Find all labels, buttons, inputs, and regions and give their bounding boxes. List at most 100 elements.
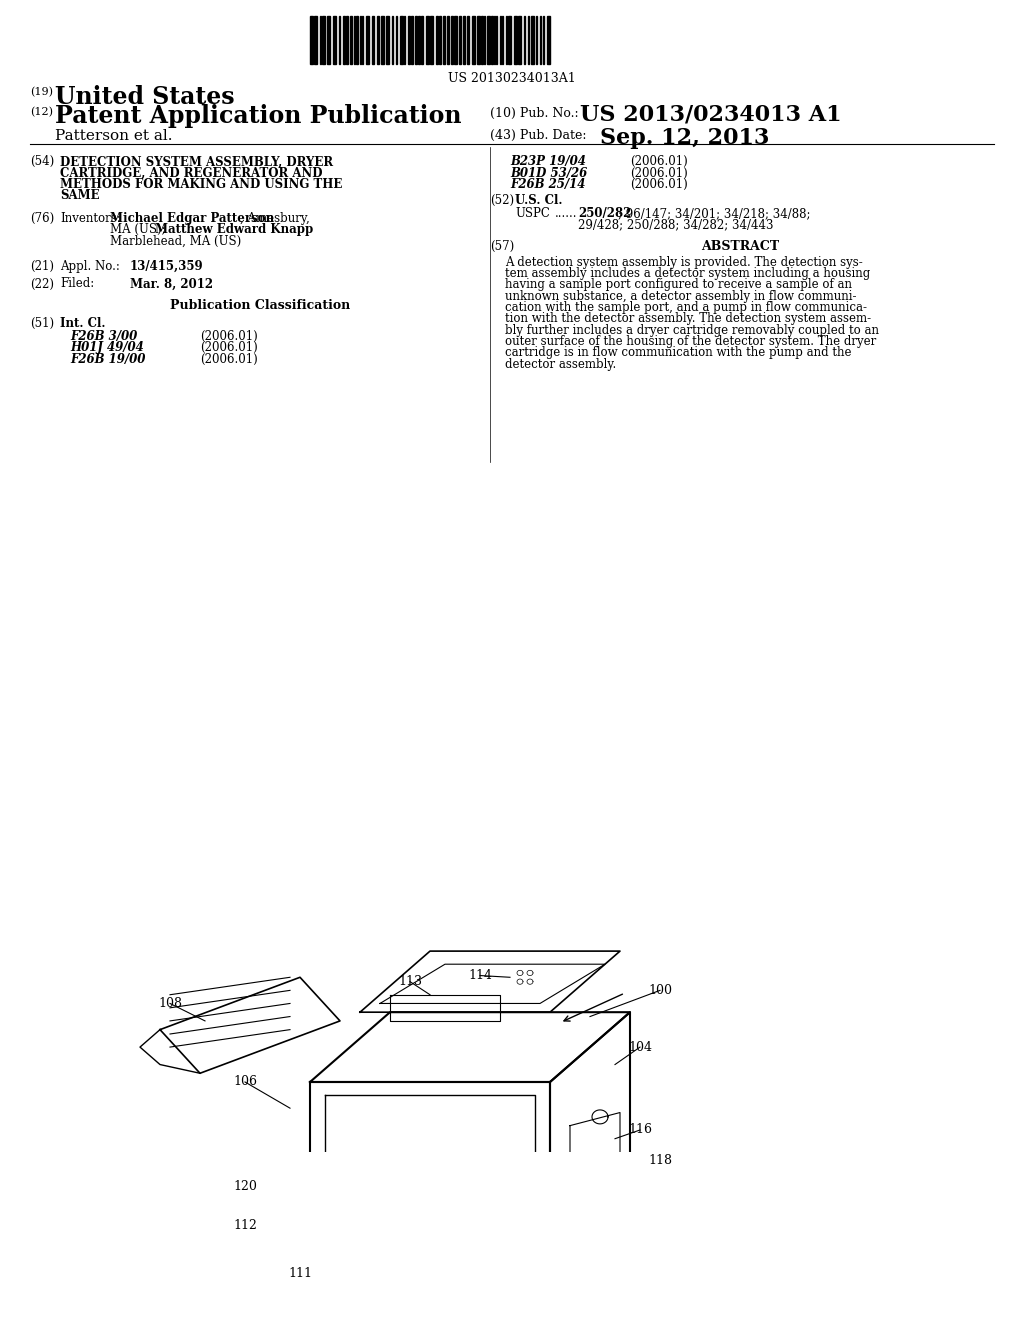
Text: having a sample port configured to receive a sample of an: having a sample port configured to recei… xyxy=(505,279,852,292)
Bar xyxy=(343,16,345,63)
Bar xyxy=(454,16,457,63)
Bar xyxy=(322,16,325,63)
Text: USPC: USPC xyxy=(515,207,550,220)
Bar xyxy=(436,16,438,63)
Bar xyxy=(377,16,379,63)
Text: Appl. No.:: Appl. No.: xyxy=(60,260,120,273)
Text: Publication Classification: Publication Classification xyxy=(170,300,350,313)
Bar xyxy=(508,16,511,63)
Text: (2006.01): (2006.01) xyxy=(630,166,688,180)
Bar xyxy=(314,16,317,63)
Bar xyxy=(400,16,403,63)
Text: (52): (52) xyxy=(490,194,514,207)
Bar xyxy=(421,16,423,63)
Text: F26B 25/14: F26B 25/14 xyxy=(510,178,586,191)
Bar xyxy=(430,16,433,63)
Bar xyxy=(327,16,330,63)
Bar xyxy=(411,16,413,63)
Bar xyxy=(490,16,493,63)
Text: outer surface of the housing of the detector system. The dryer: outer surface of the housing of the dete… xyxy=(505,335,877,348)
Bar xyxy=(408,16,410,63)
Text: United States: United States xyxy=(55,84,234,108)
Text: B23P 19/04: B23P 19/04 xyxy=(510,156,586,169)
Bar xyxy=(350,16,352,63)
Text: (2006.01): (2006.01) xyxy=(630,156,688,169)
Bar xyxy=(418,16,420,63)
Text: Patent Application Publication: Patent Application Publication xyxy=(55,104,462,128)
Bar xyxy=(381,16,384,63)
Bar xyxy=(451,16,453,63)
Text: H01J 49/04: H01J 49/04 xyxy=(70,341,143,354)
Bar xyxy=(333,16,336,63)
Text: CARTRIDGE, AND REGENERATOR AND: CARTRIDGE, AND REGENERATOR AND xyxy=(60,166,323,180)
Text: U.S. Cl.: U.S. Cl. xyxy=(515,194,562,207)
Bar xyxy=(415,16,417,63)
Text: (22): (22) xyxy=(30,277,54,290)
Text: (10) Pub. No.:: (10) Pub. No.: xyxy=(490,107,579,119)
Bar xyxy=(366,16,369,63)
Text: F26B 3/00: F26B 3/00 xyxy=(70,330,137,343)
Text: unknown substance, a detector assembly in flow communi-: unknown substance, a detector assembly i… xyxy=(505,289,856,302)
Bar xyxy=(547,16,550,63)
Text: 104: 104 xyxy=(628,1040,652,1053)
Text: (43) Pub. Date:: (43) Pub. Date: xyxy=(490,129,587,143)
Bar xyxy=(372,16,374,63)
Text: Marblehead, MA (US): Marblehead, MA (US) xyxy=(110,235,242,248)
Text: (2006.01): (2006.01) xyxy=(630,178,688,191)
Text: 100: 100 xyxy=(648,983,672,997)
Bar xyxy=(459,16,461,63)
Text: (2006.01): (2006.01) xyxy=(200,330,258,343)
Text: SAME: SAME xyxy=(60,189,99,202)
Text: Mar. 8, 2012: Mar. 8, 2012 xyxy=(130,277,213,290)
Text: (57): (57) xyxy=(490,240,514,253)
Text: MA (US);: MA (US); xyxy=(110,223,169,236)
Text: US 20130234013A1: US 20130234013A1 xyxy=(449,71,575,84)
Bar xyxy=(481,16,483,63)
Text: detector assembly.: detector assembly. xyxy=(505,358,616,371)
Text: (19): (19) xyxy=(30,87,53,98)
Text: Int. Cl.: Int. Cl. xyxy=(60,317,105,330)
Bar xyxy=(443,16,445,63)
Text: Matthew Edward Knapp: Matthew Edward Knapp xyxy=(155,223,313,236)
Text: Michael Edgar Patterson: Michael Edgar Patterson xyxy=(110,213,274,224)
Text: Inventors:: Inventors: xyxy=(60,213,121,224)
Text: cartridge is in flow communication with the pump and the: cartridge is in flow communication with … xyxy=(505,346,852,359)
Bar xyxy=(531,16,534,63)
Text: 112: 112 xyxy=(233,1220,257,1233)
Text: 29/428; 250/288; 34/282; 34/443: 29/428; 250/288; 34/282; 34/443 xyxy=(578,218,773,231)
Text: 116: 116 xyxy=(628,1123,652,1137)
Text: (2006.01): (2006.01) xyxy=(200,341,258,354)
Bar xyxy=(310,16,313,63)
Text: 111: 111 xyxy=(288,1267,312,1280)
Bar xyxy=(439,16,441,63)
Bar xyxy=(346,16,348,63)
Text: DETECTION SYSTEM ASSEMBLY, DRYER: DETECTION SYSTEM ASSEMBLY, DRYER xyxy=(60,156,333,169)
Text: ; 96/147; 34/201; 34/218; 34/88;: ; 96/147; 34/201; 34/218; 34/88; xyxy=(618,207,811,220)
Text: 114: 114 xyxy=(468,969,492,982)
Text: tem assembly includes a detector system including a housing: tem assembly includes a detector system … xyxy=(505,267,870,280)
Text: 118: 118 xyxy=(648,1154,672,1167)
Bar xyxy=(467,16,469,63)
Bar xyxy=(487,16,490,63)
Text: 113: 113 xyxy=(398,975,422,989)
Bar xyxy=(472,16,475,63)
Text: (21): (21) xyxy=(30,260,54,273)
Text: (2006.01): (2006.01) xyxy=(200,352,258,366)
Text: F26B 19/00: F26B 19/00 xyxy=(70,352,145,366)
Text: Filed:: Filed: xyxy=(60,277,94,290)
Text: bly further includes a dryer cartridge removably coupled to an: bly further includes a dryer cartridge r… xyxy=(505,323,879,337)
Text: B01D 53/26: B01D 53/26 xyxy=(510,166,587,180)
Text: 108: 108 xyxy=(158,997,182,1010)
Bar xyxy=(447,16,449,63)
Text: A detection system assembly is provided. The detection sys-: A detection system assembly is provided.… xyxy=(505,256,863,269)
Text: US 2013/0234013 A1: US 2013/0234013 A1 xyxy=(580,104,842,125)
Text: METHODS FOR MAKING AND USING THE: METHODS FOR MAKING AND USING THE xyxy=(60,178,342,191)
Text: cation with the sample port, and a pump in flow communica-: cation with the sample port, and a pump … xyxy=(505,301,867,314)
Text: 250/282: 250/282 xyxy=(578,207,632,220)
Bar xyxy=(426,16,429,63)
Text: ABSTRACT: ABSTRACT xyxy=(701,240,779,253)
Text: Sep. 12, 2013: Sep. 12, 2013 xyxy=(600,127,769,149)
Text: 106: 106 xyxy=(233,1076,257,1089)
Text: , Amesbury,: , Amesbury, xyxy=(240,213,309,224)
Text: Patterson et al.: Patterson et al. xyxy=(55,129,172,143)
